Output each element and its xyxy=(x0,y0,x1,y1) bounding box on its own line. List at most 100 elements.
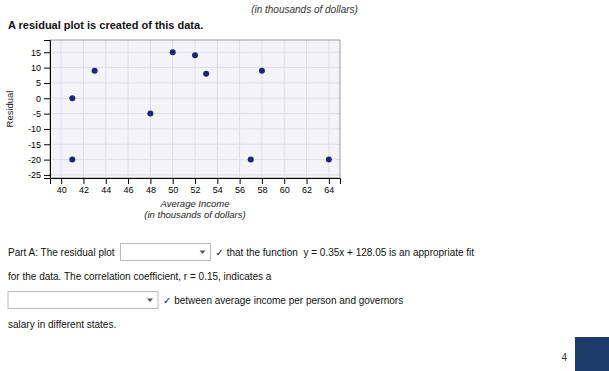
tick: 58 xyxy=(257,178,267,195)
title: (in thousands of dollars) xyxy=(251,4,358,15)
grid-line-x xyxy=(83,40,84,178)
tick: 15 xyxy=(31,48,50,58)
tick-mark xyxy=(284,178,285,184)
tick-mark xyxy=(61,178,62,184)
tick-label: 42 xyxy=(79,185,89,195)
tick-mark xyxy=(173,178,174,184)
tick-label: -15 xyxy=(28,140,41,150)
grid-line-y xyxy=(50,144,340,145)
tick-mark xyxy=(44,83,50,84)
tick: 60 xyxy=(280,178,290,195)
tick-label: -5 xyxy=(33,109,41,119)
chart-root: (in thousands of dollars) A residual plot… xyxy=(0,0,609,371)
tick-mark xyxy=(44,114,50,115)
grid-line-x xyxy=(284,40,285,178)
tick-label: 48 xyxy=(146,185,156,195)
subtitle: A residual plot is created of this data. xyxy=(8,19,203,31)
tick: 54 xyxy=(213,178,223,195)
tick-mark xyxy=(128,178,129,184)
dropdown-box xyxy=(8,292,158,309)
y-axis-label: Residual xyxy=(4,91,15,128)
tick: 64 xyxy=(324,178,334,195)
dropdown-arrow xyxy=(200,251,206,255)
point xyxy=(248,157,254,163)
grid-line-y xyxy=(50,159,340,160)
tick-mark xyxy=(44,68,50,69)
point xyxy=(69,95,75,101)
point xyxy=(192,52,198,58)
tick-mark xyxy=(150,178,151,184)
x-axis-label-line: Average Income xyxy=(159,198,229,209)
tick-label: 10 xyxy=(31,63,41,73)
axis-line xyxy=(44,41,51,179)
tick: 50 xyxy=(168,178,178,195)
tick-label: 52 xyxy=(190,185,200,195)
grid-line-x xyxy=(105,40,106,178)
tick-label: 44 xyxy=(101,185,111,195)
grid-line-x xyxy=(261,40,262,178)
grid-line-x xyxy=(172,40,173,178)
tick: 0 xyxy=(36,94,50,104)
tick-label: 40 xyxy=(57,185,67,195)
point xyxy=(170,49,176,55)
grid-line-y xyxy=(50,128,340,129)
tick-label: 62 xyxy=(302,185,312,195)
grid-line-x xyxy=(128,40,129,178)
grid-line-x xyxy=(61,40,62,178)
tick-label: 64 xyxy=(324,185,334,195)
tick: 48 xyxy=(146,178,156,195)
tick-mark xyxy=(44,129,50,130)
annotation: ✓ that the function y = 0.35x + 128.05 i… xyxy=(216,247,475,258)
tick-label: -25 xyxy=(28,170,41,180)
tick-label: 60 xyxy=(280,185,290,195)
grid xyxy=(50,40,340,178)
tick-mark xyxy=(44,175,50,176)
tick: -20 xyxy=(28,155,50,165)
point xyxy=(92,68,98,74)
tick: 52 xyxy=(190,178,200,195)
page-number: 4 xyxy=(561,352,567,363)
tick-label: -10 xyxy=(28,124,41,134)
plot-background xyxy=(50,40,340,178)
tick: -5 xyxy=(33,109,50,119)
tick-mark xyxy=(307,178,308,184)
plot-frame xyxy=(50,40,340,178)
point xyxy=(203,71,209,77)
tick: 10 xyxy=(31,63,50,73)
tick-mark xyxy=(240,178,241,184)
tick-label: 15 xyxy=(31,48,41,58)
grid-line-x xyxy=(217,40,218,178)
tick: 62 xyxy=(302,178,312,195)
tick-label: 54 xyxy=(213,185,223,195)
grid-line-y xyxy=(50,98,340,99)
tick-mark xyxy=(106,178,107,184)
grid-line-x xyxy=(195,40,196,178)
annotation: Part A: The residual plot xyxy=(8,247,115,258)
tick-label: 46 xyxy=(124,185,134,195)
dropdown-box xyxy=(121,244,211,261)
x-axis: 40424446485052545658606264 xyxy=(51,178,341,195)
x-axis-label: Average Income(in thousands of dollars) xyxy=(144,198,245,220)
points xyxy=(69,49,332,162)
tick-mark xyxy=(44,98,50,99)
tick-mark xyxy=(329,178,330,184)
annotation: for the data. The correlation coefficien… xyxy=(8,271,272,282)
dropdown xyxy=(121,244,211,261)
tick: 40 xyxy=(57,178,67,195)
point xyxy=(326,157,332,163)
grid-line-x xyxy=(239,40,240,178)
tick-label: 5 xyxy=(36,78,41,88)
tick-label: -20 xyxy=(28,155,41,165)
tick-mark xyxy=(44,144,50,145)
tick-mark xyxy=(44,52,50,53)
tick-mark xyxy=(44,160,50,161)
point xyxy=(69,157,75,163)
dropdown-arrow xyxy=(147,299,153,303)
tick-mark xyxy=(83,178,84,184)
tick: -25 xyxy=(28,170,50,180)
point xyxy=(147,111,153,117)
tick-label: 58 xyxy=(257,185,267,195)
point xyxy=(259,68,265,74)
tick: -15 xyxy=(28,140,50,150)
grid-line-x xyxy=(150,40,151,178)
